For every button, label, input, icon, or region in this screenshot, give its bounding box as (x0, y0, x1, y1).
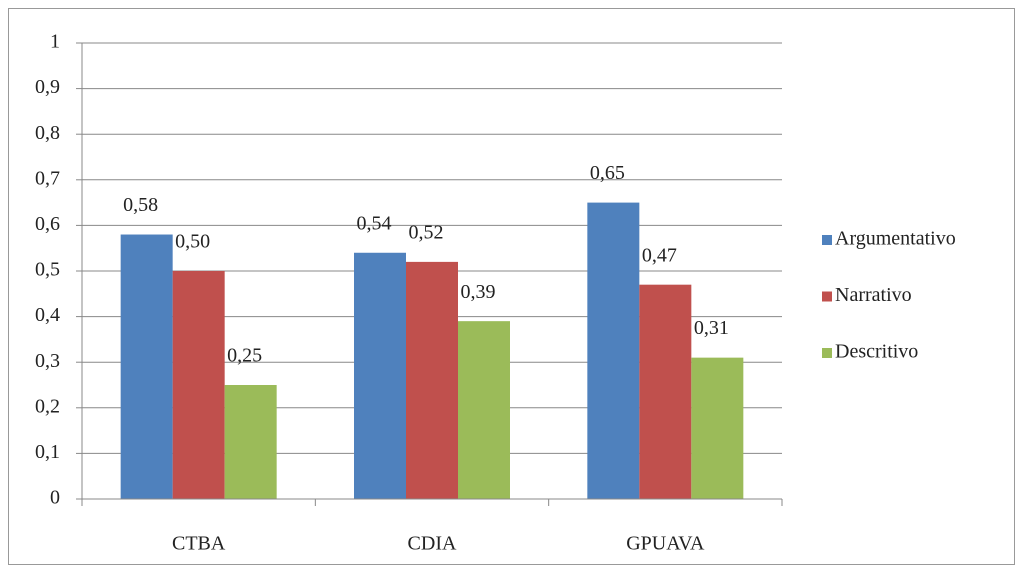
value-label: 0,47 (642, 244, 677, 266)
value-label: 0,58 (123, 194, 158, 216)
bar (406, 261, 458, 499)
value-label: 0,54 (357, 212, 392, 234)
value-label: 0,39 (461, 281, 496, 303)
x-tick-label: CTBA (172, 533, 226, 555)
value-label: 0,52 (409, 221, 444, 243)
legend-label: Descritivo (835, 341, 918, 363)
y-tick-label: 0,6 (35, 213, 60, 235)
value-label: 0,31 (694, 317, 729, 339)
bar (354, 252, 406, 499)
bar (587, 202, 640, 499)
x-tick-label: CDIA (408, 533, 457, 555)
legend-swatch (822, 291, 832, 302)
x-tick-label: GPUAVA (626, 533, 705, 555)
y-tick-label: 0,3 (35, 350, 60, 372)
y-tick-label: 0,9 (35, 76, 60, 98)
bar (639, 284, 692, 499)
y-tick-label: 0 (50, 487, 60, 509)
bar (120, 234, 173, 499)
y-tick-label: 0,2 (35, 395, 60, 417)
value-label: 0,25 (227, 345, 262, 367)
y-tick-label: 1 (50, 31, 60, 53)
bar (172, 271, 225, 499)
value-label: 0,50 (175, 231, 210, 253)
y-tick-label: 0,1 (35, 441, 60, 463)
y-tick-label: 0,4 (35, 304, 60, 326)
legend-label: Narrativo (835, 284, 912, 306)
y-tick-label: 0,5 (35, 259, 60, 281)
bar (458, 321, 510, 499)
legend-label: Argumentativo (835, 228, 956, 250)
value-label: 0,65 (590, 162, 625, 184)
legend-swatch (822, 235, 832, 245)
bar (224, 385, 277, 499)
y-tick-label: 0,7 (35, 167, 60, 189)
bar (691, 357, 744, 499)
legend-swatch (822, 348, 832, 358)
y-tick-label: 0,8 (35, 122, 60, 144)
